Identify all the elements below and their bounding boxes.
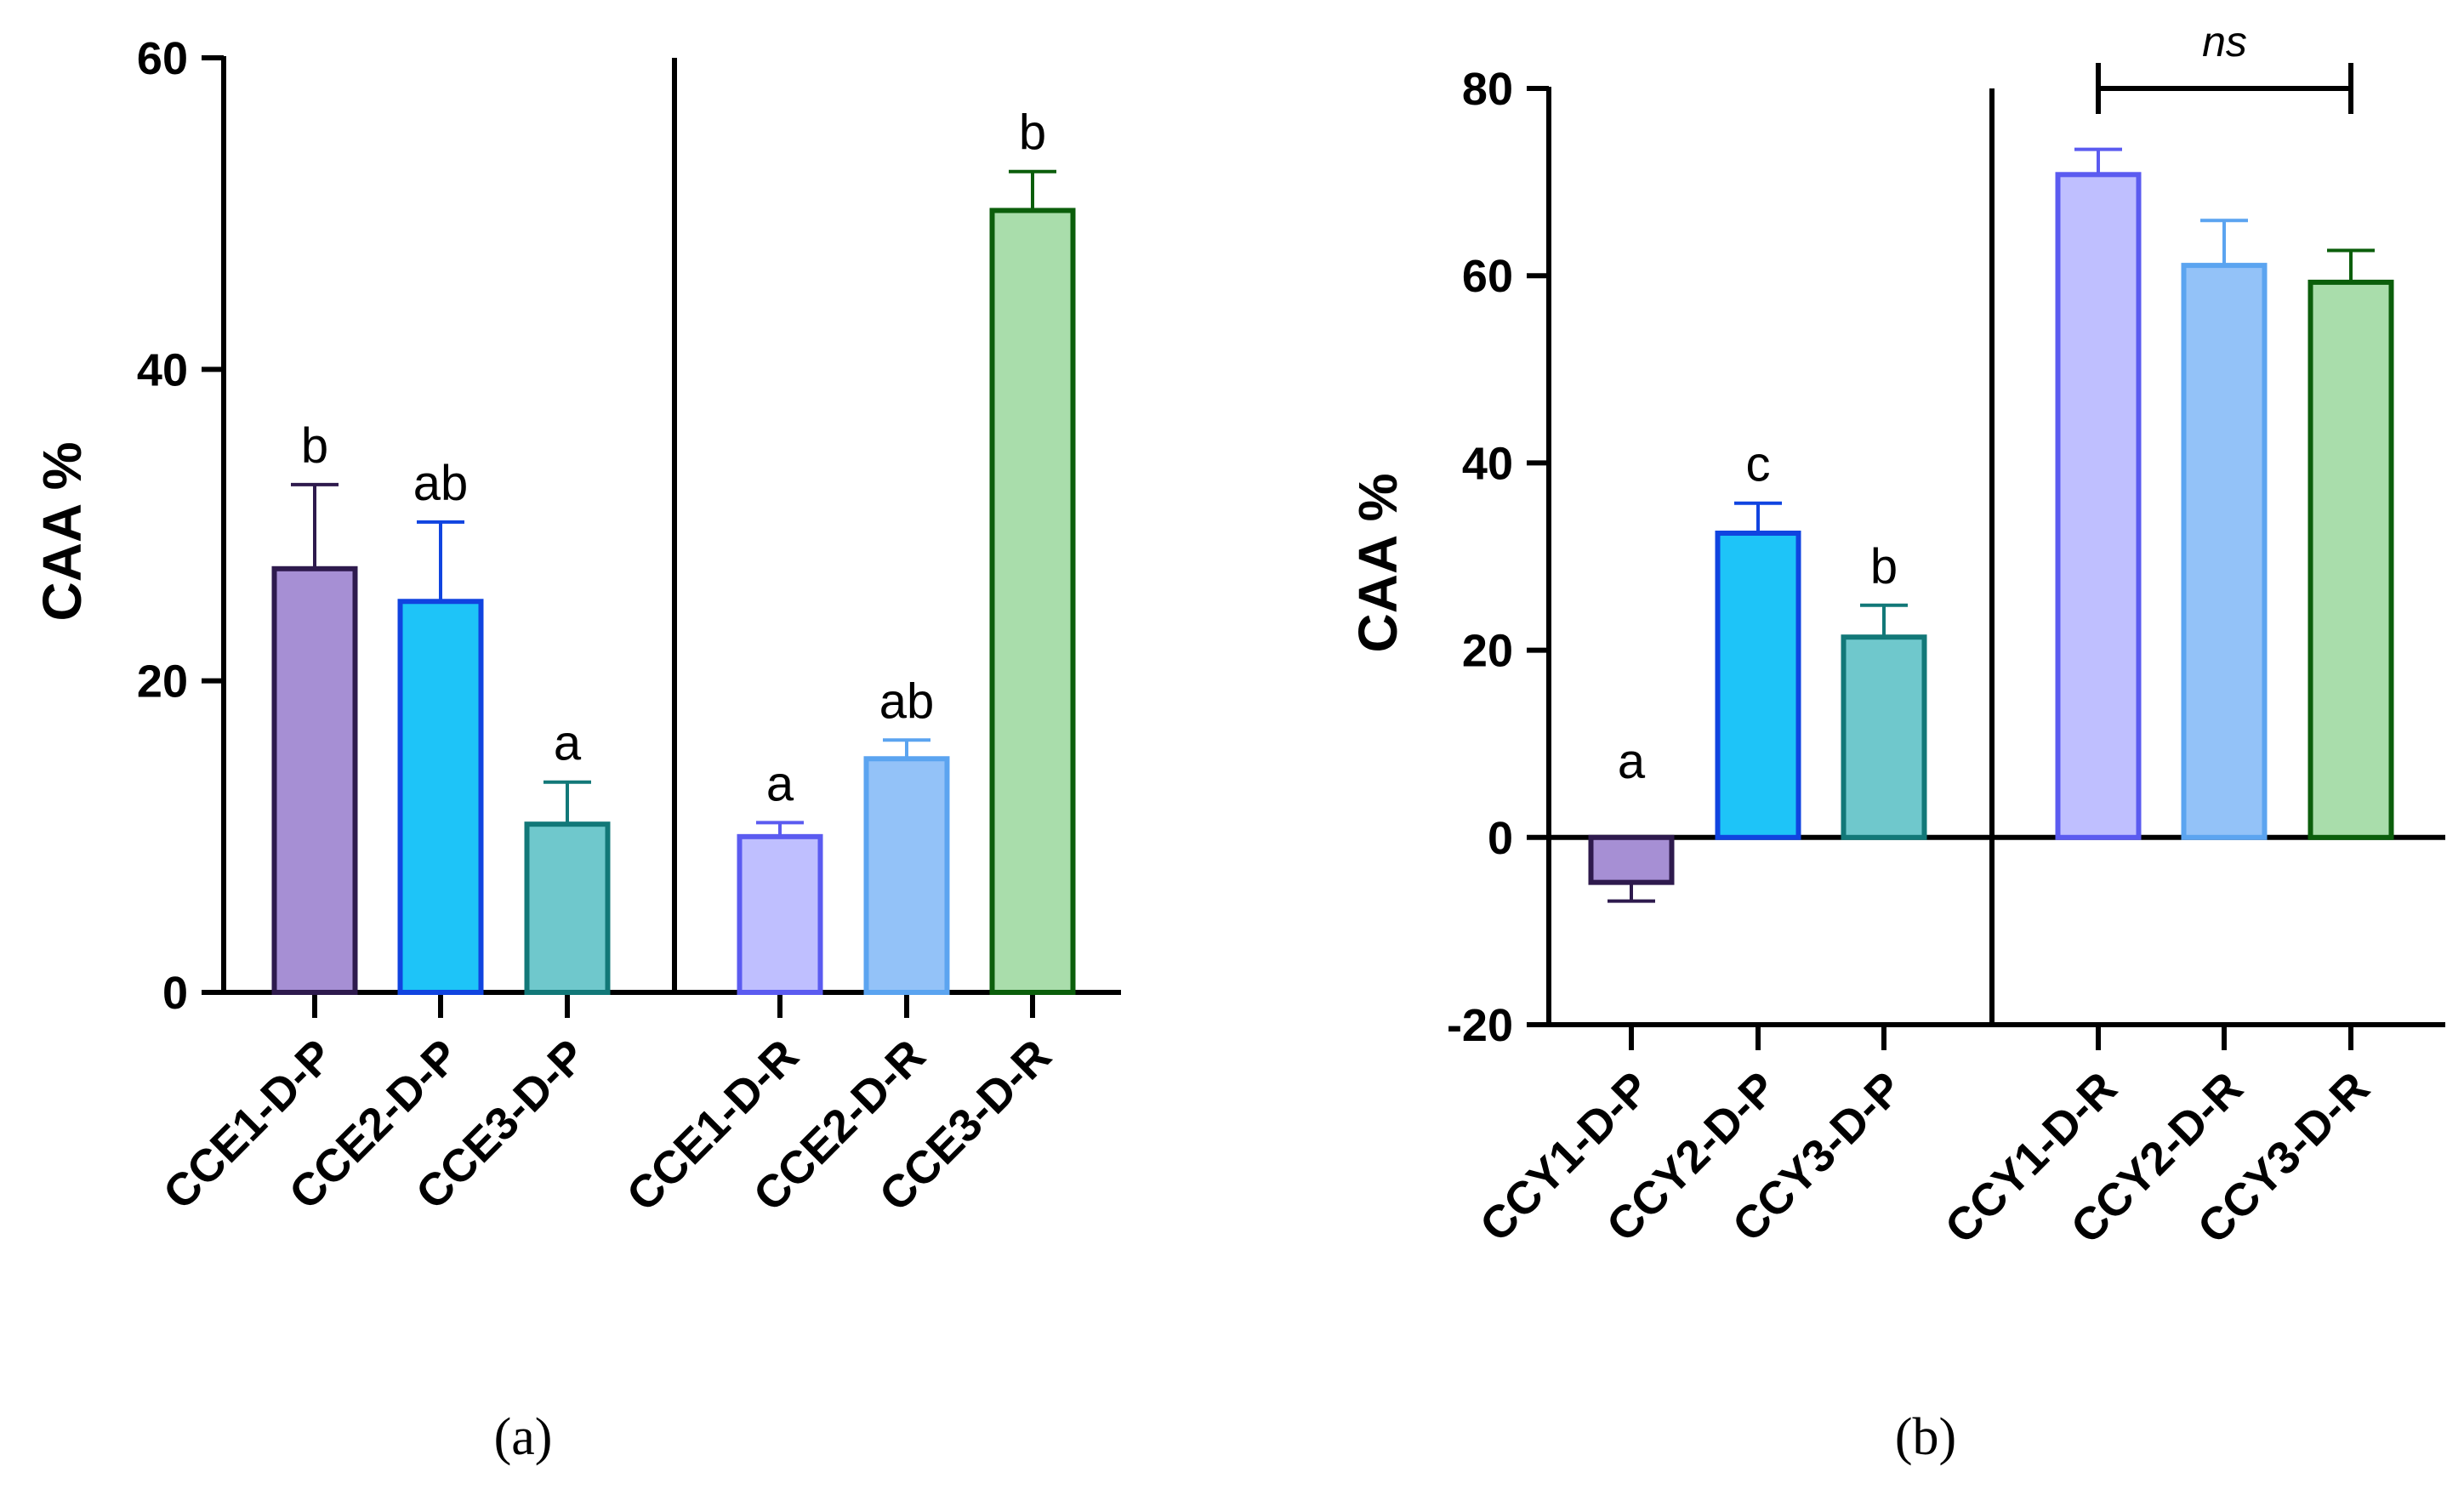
panel-a-y-axis-title: CAA %: [31, 442, 93, 622]
y-tick-label: 40: [1462, 438, 1513, 489]
significance-label: b: [301, 418, 328, 474]
y-tick-label: 0: [162, 968, 188, 1019]
bar-ccy3-d-r: [2308, 279, 2394, 840]
bar-ccy2-d-p: [1715, 530, 1801, 840]
bar-cce3-d-r: [989, 207, 1076, 995]
bar-cce1-d-r: [737, 833, 823, 995]
bar-cce1-d-p: [271, 565, 358, 996]
significance-label: c: [1746, 437, 1771, 492]
bar-cce2-d-r: [863, 756, 950, 995]
significance-label: a: [1618, 734, 1646, 789]
y-tick-label: 20: [1462, 626, 1513, 677]
significance-label: b: [1870, 539, 1898, 594]
bar-ccy3-d-p: [1841, 634, 1927, 840]
bar-ccy2-d-r: [2181, 263, 2268, 840]
panel-a-caption: (a): [494, 1408, 553, 1466]
y-tick-label: 40: [137, 344, 188, 395]
y-tick-label: 60: [1462, 251, 1513, 302]
panel-b-caption: (b): [1895, 1408, 1956, 1466]
significance-label: a: [554, 716, 582, 771]
bar-cce2-d-p: [397, 599, 484, 995]
bar-ccy1-d-r: [2055, 172, 2142, 840]
significance-label: ab: [879, 673, 935, 729]
significance-label: ab: [413, 456, 469, 511]
y-tick-label: -20: [1447, 1000, 1513, 1051]
panel-b-bars: [1588, 147, 2394, 903]
bar-ccy1-d-p: [1588, 834, 1675, 885]
significance-label: b: [1019, 105, 1046, 161]
bar-cce3-d-p: [524, 821, 611, 995]
panel-b-y-axis-title: CAA %: [1347, 474, 1408, 653]
y-tick-label: 60: [137, 33, 188, 84]
y-tick-label: 80: [1462, 64, 1513, 115]
bracket-label: ns: [2202, 18, 2247, 65]
panel-b-axes: -20 0 20 40 60 80: [1447, 64, 2445, 1051]
y-tick-label: 0: [1488, 813, 1513, 864]
panel-a-axes: 0 20 40 60: [137, 33, 1121, 1019]
significance-label: a: [766, 756, 794, 811]
y-tick-label: 20: [137, 656, 188, 708]
panel-a-bars: [271, 169, 1076, 996]
